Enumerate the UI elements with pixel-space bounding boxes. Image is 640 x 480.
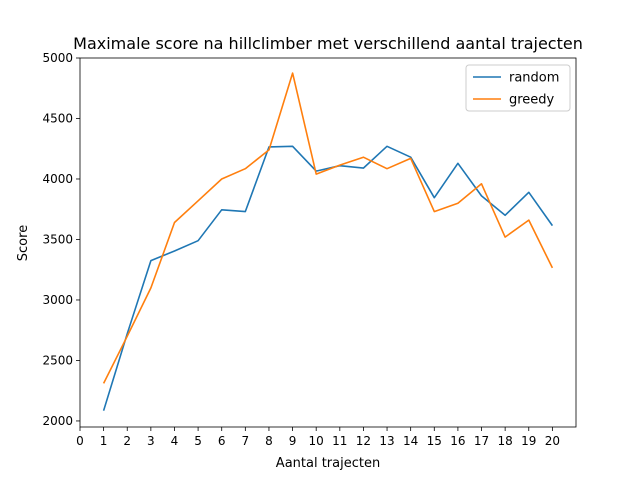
- x-tick-label: 8: [265, 434, 273, 448]
- series-line-random: [102, 145, 554, 411]
- legend-label-random: random: [509, 71, 559, 86]
- x-tick-label: 10: [309, 434, 324, 448]
- legend-label-greedy: greedy: [509, 93, 555, 108]
- y-tick-label: 4500: [42, 111, 73, 125]
- x-tick-label: 1: [100, 434, 108, 448]
- legend: random greedy: [465, 64, 571, 112]
- y-tick-label: 2000: [42, 414, 73, 428]
- x-tick-label: 16: [450, 434, 465, 448]
- x-tick-label: 7: [242, 434, 250, 448]
- y-tick-label: 4000: [42, 172, 73, 186]
- x-tick-label: 13: [379, 434, 394, 448]
- x-tick-label: 11: [332, 434, 347, 448]
- x-tick-label: 18: [498, 434, 513, 448]
- x-tick-label: 3: [147, 434, 155, 448]
- x-tick-label: 20: [545, 434, 560, 448]
- y-tick-label: 2500: [42, 353, 73, 367]
- x-tick-label: 6: [218, 434, 226, 448]
- series-line-greedy: [102, 72, 554, 384]
- y-tick-label: 5000: [42, 51, 73, 65]
- y-axis-label: Score: [16, 225, 31, 261]
- axis-ticks: 0 1 2 3 4 5 6 7 8 9 10 11 12 13 14 15 16 17 18 19 2020002500…: [42, 51, 560, 448]
- chart-title: Maximale score na hillclimber met versch…: [73, 34, 583, 53]
- x-tick-label: 5: [194, 434, 202, 448]
- x-axis-label: Aantal trajecten: [276, 456, 380, 471]
- plot-frame: [79, 57, 577, 428]
- x-tick-label: 17: [474, 434, 489, 448]
- y-tick-label: 3000: [42, 293, 73, 307]
- y-tick-label: 3500: [42, 232, 73, 246]
- x-tick-label: 12: [356, 434, 371, 448]
- x-tick-label: 19: [521, 434, 536, 448]
- x-tick-label: 14: [403, 434, 418, 448]
- x-tick-label: 9: [289, 434, 297, 448]
- x-tick-label: 2: [123, 434, 131, 448]
- x-tick-label: 4: [171, 434, 179, 448]
- x-tick-label: 15: [427, 434, 442, 448]
- series-lines: [102, 72, 554, 411]
- x-tick-label: 0: [76, 434, 84, 448]
